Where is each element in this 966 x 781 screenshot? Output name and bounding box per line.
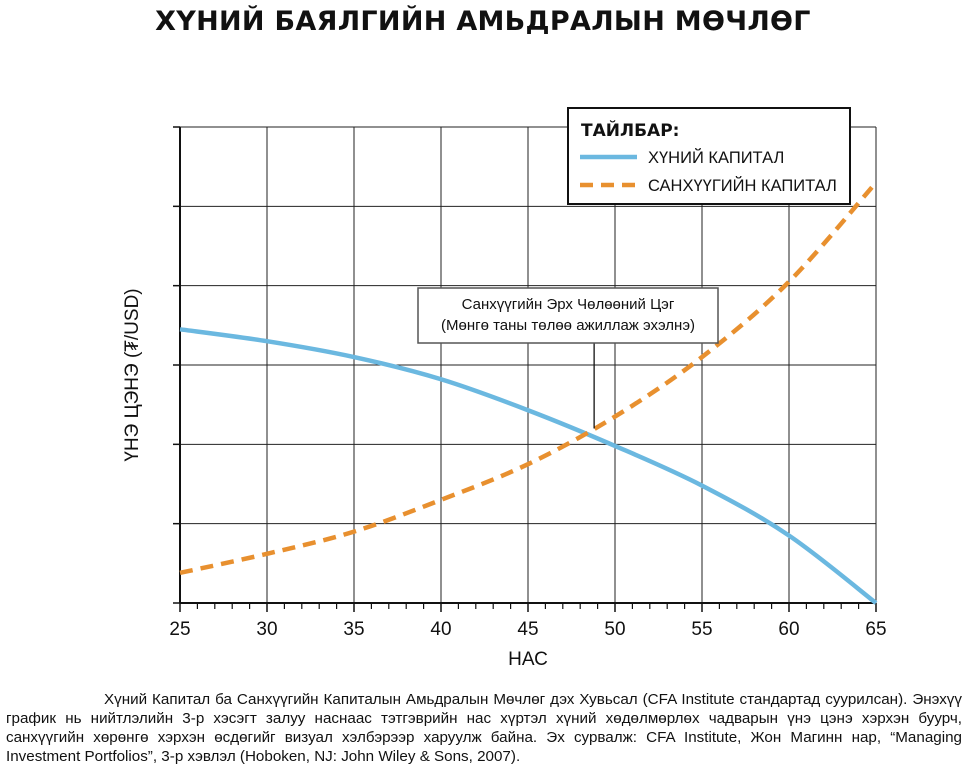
series-lines <box>179 181 878 605</box>
human-capital-line <box>179 327 878 605</box>
x-tick-label: 40 <box>430 619 451 640</box>
page-title: ХҮНИЙ БАЯЛГИЙН АМЬДРАЛЫН МӨЧЛӨГ <box>155 6 811 37</box>
x-axis-label: НАС <box>508 649 548 670</box>
x-tick-label: 50 <box>604 619 625 640</box>
x-tick-label: 60 <box>778 619 799 640</box>
x-tick-label: 25 <box>169 619 190 640</box>
legend: ТАЙЛБАР: ХҮНИЙ КАПИТАЛ САНХҮҮГИЙН КАПИТАЛ <box>567 107 851 205</box>
x-tick-label: 65 <box>865 619 886 640</box>
x-tick-label: 55 <box>691 619 712 640</box>
annotation-box <box>417 287 719 344</box>
x-tick-label: 30 <box>256 619 277 640</box>
axes: 25 30 35 40 45 50 55 60 65 НАС ҮНЭ ЦЭНЭ (₮/USD) <box>122 126 887 670</box>
y-axis-label: ҮНЭ ЦЭНЭ (₮/USD) <box>122 288 143 461</box>
legend-title: ТАЙЛБАР: <box>581 119 679 141</box>
annotation-text-line: Санхүүгийн Эрх Чөлөөний Цэг <box>462 296 675 313</box>
legend-entry-label: ХҮНИЙ КАПИТАЛ <box>648 148 784 167</box>
annotation-text-line: (Мөнгө таны төлөө ажиллаж эхэлнэ) <box>441 317 695 334</box>
grid <box>179 126 877 604</box>
figure-caption: Хүний Капитал ба Санхүүгийн Капиталын Ам… <box>6 691 962 765</box>
life-cycle-chart: 25 30 35 40 45 50 55 60 65 НАС ҮНЭ ЦЭНЭ (₮/USD) Са… <box>122 107 887 670</box>
x-tick-label: 35 <box>343 619 364 640</box>
annotation: Санхүүгийн Эрх Чөлөөний Цэг (Мөнгө таны т… <box>417 287 719 429</box>
x-tick-label: 45 <box>517 619 538 640</box>
legend-entry-label: САНХҮҮГИЙН КАПИТАЛ <box>648 176 837 195</box>
